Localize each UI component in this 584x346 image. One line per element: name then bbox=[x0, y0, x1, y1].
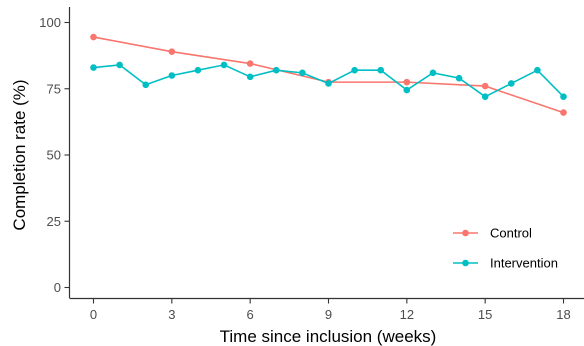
x-tick-label-6: 6 bbox=[247, 307, 254, 322]
data-point-intervention-15 bbox=[481, 93, 489, 100]
data-point-intervention-16 bbox=[507, 80, 515, 87]
data-point-intervention-0 bbox=[90, 64, 97, 71]
data-point-intervention-2 bbox=[142, 81, 150, 89]
data-point-control-3 bbox=[168, 48, 176, 55]
data-point-control-18 bbox=[560, 109, 567, 116]
series-line-control bbox=[93, 36, 564, 114]
data-point-intervention-6 bbox=[246, 73, 254, 81]
data-point-intervention-4 bbox=[194, 66, 202, 74]
data-point-control-15 bbox=[481, 82, 489, 90]
x-tick-label-0: 0 bbox=[90, 307, 97, 322]
data-point-intervention-18 bbox=[560, 93, 567, 100]
data-point-intervention-13 bbox=[429, 69, 437, 77]
legend: Control Intervention bbox=[453, 226, 558, 271]
data-point-intervention-9 bbox=[325, 80, 332, 87]
data-point-intervention-3 bbox=[168, 72, 176, 79]
data-point-intervention-14 bbox=[455, 74, 463, 82]
y-tick-label-75: 75 bbox=[47, 81, 61, 96]
y-axis-title: Completion rate (%) bbox=[10, 79, 29, 230]
data-point-control-0 bbox=[90, 33, 97, 41]
y-tick-label-50: 50 bbox=[47, 148, 61, 163]
legend-label-control: Control bbox=[490, 226, 532, 241]
series-layer bbox=[90, 33, 567, 116]
x-tick-label-15: 15 bbox=[478, 307, 492, 322]
y-tick-label-0: 0 bbox=[54, 280, 61, 295]
legend-item-control: Control bbox=[453, 226, 532, 241]
legend-item-intervention: Intervention bbox=[453, 256, 558, 271]
data-point-control-6 bbox=[246, 60, 254, 67]
data-point-intervention-8 bbox=[299, 69, 306, 77]
data-point-control-12 bbox=[403, 78, 411, 86]
data-point-intervention-12 bbox=[403, 86, 411, 94]
data-point-intervention-10 bbox=[351, 66, 358, 74]
legend-key-point-intervention bbox=[462, 259, 469, 267]
data-point-intervention-5 bbox=[220, 61, 228, 69]
x-tick-label-12: 12 bbox=[400, 307, 414, 322]
data-point-intervention-11 bbox=[377, 66, 385, 74]
y-tick-label-25: 25 bbox=[47, 214, 61, 229]
data-point-intervention-17 bbox=[534, 66, 541, 74]
x-tick-label-18: 18 bbox=[556, 307, 570, 322]
legend-label-intervention: Intervention bbox=[490, 256, 558, 271]
data-point-intervention-7 bbox=[272, 66, 280, 74]
x-axis-title: Time since inclusion (weeks) bbox=[220, 327, 437, 346]
legend-key-point-control bbox=[462, 229, 469, 237]
axes bbox=[68, 7, 584, 300]
x-tick-label-9: 9 bbox=[325, 307, 332, 322]
y-tick-label-100: 100 bbox=[39, 15, 61, 30]
y-ticks: 0 25 50 75 100 bbox=[39, 15, 70, 295]
x-ticks: 0 3 6 9 12 15 18 bbox=[90, 298, 571, 322]
data-point-intervention-1 bbox=[116, 61, 123, 69]
x-tick-label-3: 3 bbox=[168, 307, 175, 322]
